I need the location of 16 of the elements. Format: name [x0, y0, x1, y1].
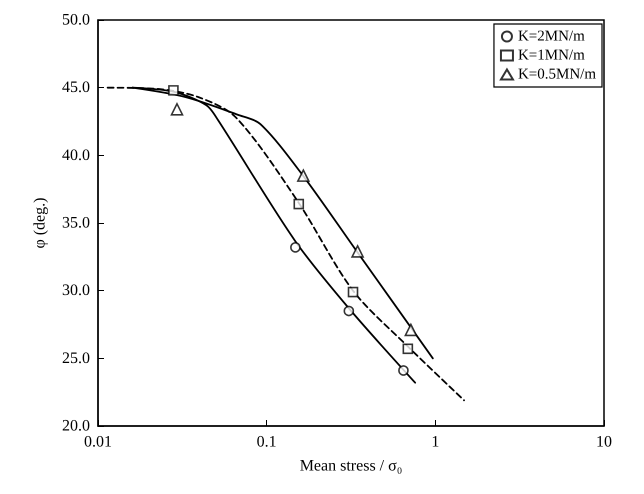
legend-label: K=0.5MN/m [518, 66, 596, 82]
y-tick-label: 20.0 [62, 418, 90, 434]
y-tick-label: 25.0 [62, 350, 90, 367]
x-tick-label: 0.01 [84, 434, 112, 450]
legend-label: K=2MN/m [518, 28, 586, 44]
x-tick-label: 10 [596, 434, 612, 450]
y-tick-label: 45.0 [62, 79, 90, 96]
y-tick-label: 30.0 [62, 282, 90, 300]
y-tick-label: 35.0 [62, 214, 90, 232]
y-axis-title: φ (deg.) [32, 198, 48, 248]
x-tick-label: 1 [431, 434, 440, 450]
y-tick-label: 40.0 [62, 146, 90, 164]
x-tick-label: 0.1 [256, 434, 277, 450]
y-tick-label: 50.0 [62, 12, 90, 28]
legend-label: K=1MN/m [518, 48, 586, 64]
x-axis-title: Mean stress / σ₀ [300, 458, 402, 474]
